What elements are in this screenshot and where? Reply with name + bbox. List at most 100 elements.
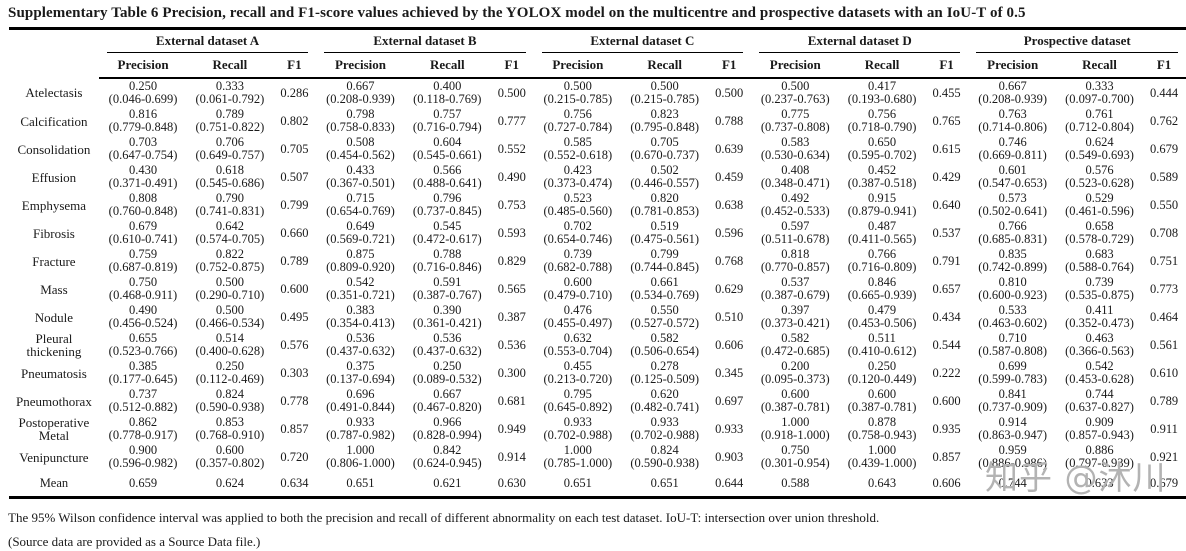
metric-cell: 0.878 (0.758-0.943) <box>839 415 924 443</box>
table-row: Fracture 0.759 (0.687-0.819) 0.822 (0.752-0.… <box>9 247 1186 275</box>
metric-value: 0.756 <box>563 107 592 121</box>
f1-cell: 0.629 <box>715 281 744 296</box>
metric-cell: 0.744 (0.637-0.827) <box>1057 387 1142 415</box>
f1-cell: 0.762 <box>1150 113 1179 128</box>
metric-cell: 0.417 (0.193-0.680) <box>839 78 924 107</box>
metric-value: 0.333 <box>215 79 244 93</box>
metric-value: 0.529 <box>1085 191 1114 205</box>
metric-cell: 0.766 (0.685-0.831) <box>968 219 1056 247</box>
confidence-interval: (0.452-0.533) <box>760 204 830 218</box>
metric-value: 0.737 <box>128 387 158 401</box>
metric-value: 0.703 <box>128 135 158 149</box>
metric-value: 0.502 <box>650 163 679 177</box>
confidence-interval: (0.768-0.910) <box>195 428 265 442</box>
confidence-interval: (0.467-0.820) <box>412 400 482 414</box>
metric-cell: 0.523 (0.485-0.560) <box>534 191 622 219</box>
confidence-interval: (0.687-0.819) <box>108 260 178 274</box>
metric-value: 0.750 <box>128 275 158 289</box>
table-row: Pneumothorax 0.737 (0.512-0.882) 0.824 (0.59… <box>9 387 1186 415</box>
group-header-row: External dataset A External dataset B Exte… <box>9 29 1186 53</box>
f1-cell: 0.778 <box>280 393 309 408</box>
confidence-interval: (0.806-1.000) <box>326 456 395 470</box>
confidence-interval: (0.367-0.501) <box>326 176 395 190</box>
metric-value: 0.500 <box>650 79 679 93</box>
confidence-interval: (0.712-0.804) <box>1065 120 1134 134</box>
metric-value: 0.423 <box>563 163 592 177</box>
confidence-interval: (0.737-0.808) <box>760 120 830 134</box>
metric-header: Precision <box>98 53 188 79</box>
dataset-group-header: External dataset C <box>534 29 751 53</box>
metric-value: 0.500 <box>215 275 244 289</box>
metric-value: 0.667 <box>998 79 1027 93</box>
confidence-interval: (0.468-0.911) <box>108 288 178 302</box>
metric-cell: 0.705 (0.670-0.737) <box>622 135 707 163</box>
metric-cell: 0.542 (0.453-0.628) <box>1057 359 1142 387</box>
metric-value: 0.604 <box>433 135 462 149</box>
f1-cell: 0.857 <box>280 421 309 436</box>
table-row: Emphysema 0.808 (0.760-0.848) 0.790 (0.741-0… <box>9 191 1186 219</box>
f1-cell: 0.303 <box>280 365 309 380</box>
f1-cell: 0.789 <box>280 253 309 268</box>
metric-value: 0.400 <box>433 79 462 93</box>
confidence-interval: (0.587-0.808) <box>978 344 1048 358</box>
metric-value: 1.000 <box>563 443 592 457</box>
metric-value: 0.452 <box>868 163 897 177</box>
metric-cell: 0.824 (0.590-0.938) <box>622 443 707 471</box>
confidence-interval: (0.439-1.000) <box>847 456 917 470</box>
metric-cell: 0.756 (0.718-0.790) <box>839 107 924 135</box>
confidence-interval: (0.569-0.721) <box>326 232 395 246</box>
confidence-interval: (0.645-0.892) <box>543 400 613 414</box>
metric-value: 0.763 <box>998 107 1027 121</box>
metric-cell: 0.604 (0.545-0.661) <box>405 135 490 163</box>
metric-value: 0.862 <box>128 415 158 429</box>
metric-value: 0.508 <box>346 135 375 149</box>
results-table: External dataset A External dataset B Exte… <box>9 27 1186 499</box>
metric-cell: 0.796 (0.737-0.845) <box>405 191 490 219</box>
metric-value: 0.667 <box>346 79 375 93</box>
confidence-interval: (0.485-0.560) <box>543 204 613 218</box>
f1-cell: 0.464 <box>1150 309 1179 324</box>
metric-value: 0.500 <box>563 79 592 93</box>
footnotes: The 95% Wilson confidence interval was a… <box>8 510 1186 551</box>
metric-header: F1 <box>489 53 534 79</box>
f1-cell: 0.768 <box>715 253 744 268</box>
metric-value: 0.649 <box>346 219 375 233</box>
f1-cell: 0.903 <box>715 449 744 464</box>
row-label: Pleural thickening <box>26 331 82 359</box>
confidence-interval: (0.545-0.661) <box>412 148 482 162</box>
confidence-interval: (0.506-0.654) <box>630 344 700 358</box>
confidence-interval: (0.534-0.769) <box>630 288 700 302</box>
confidence-interval: (0.809-0.920) <box>326 260 395 274</box>
confidence-interval: (0.512-0.882) <box>108 400 178 414</box>
metric-cell: 1.000 (0.785-1.000) <box>534 443 622 471</box>
confidence-interval: (0.400-0.628) <box>195 344 265 358</box>
confidence-interval: (0.523-0.628) <box>1065 176 1134 190</box>
metric-cell: 0.966 (0.828-0.994) <box>405 415 490 443</box>
metric-value: 0.841 <box>998 387 1027 401</box>
metric-value: 0.878 <box>868 415 897 429</box>
f1-cell: 0.537 <box>932 225 961 240</box>
metric-cell: 0.537 (0.387-0.679) <box>751 275 839 303</box>
metric-value: 0.385 <box>128 359 158 373</box>
metric-cell: 0.479 (0.453-0.506) <box>839 303 924 331</box>
metric-cell: 0.397 (0.373-0.421) <box>751 303 839 331</box>
row-label: Fracture <box>32 253 76 269</box>
dataset-group-header: External dataset D <box>751 29 968 53</box>
f1-cell: 0.589 <box>1150 169 1179 184</box>
f1-cell: 0.753 <box>497 197 526 212</box>
metric-cell: 0.710 (0.587-0.808) <box>968 331 1056 359</box>
f1-cell: 0.799 <box>280 197 309 212</box>
metric-value: 0.383 <box>346 303 375 317</box>
metric-value: 0.661 <box>650 275 679 289</box>
metric-cell: 0.795 (0.645-0.892) <box>534 387 622 415</box>
row-label: Postoperative Metal <box>18 415 90 443</box>
confidence-interval: (0.193-0.680) <box>847 92 917 106</box>
f1-cell: 0.387 <box>497 309 526 324</box>
metric-cell: 0.620 (0.482-0.741) <box>622 387 707 415</box>
metric-value: 0.463 <box>1085 331 1114 345</box>
confidence-interval: (0.751-0.822) <box>195 120 265 134</box>
metric-cell: 0.683 (0.588-0.764) <box>1057 247 1142 275</box>
metric-cell: 0.385 (0.177-0.645) <box>99 359 187 387</box>
metric-value: 0.550 <box>650 303 679 317</box>
f1-cell: 0.933 <box>715 421 744 436</box>
